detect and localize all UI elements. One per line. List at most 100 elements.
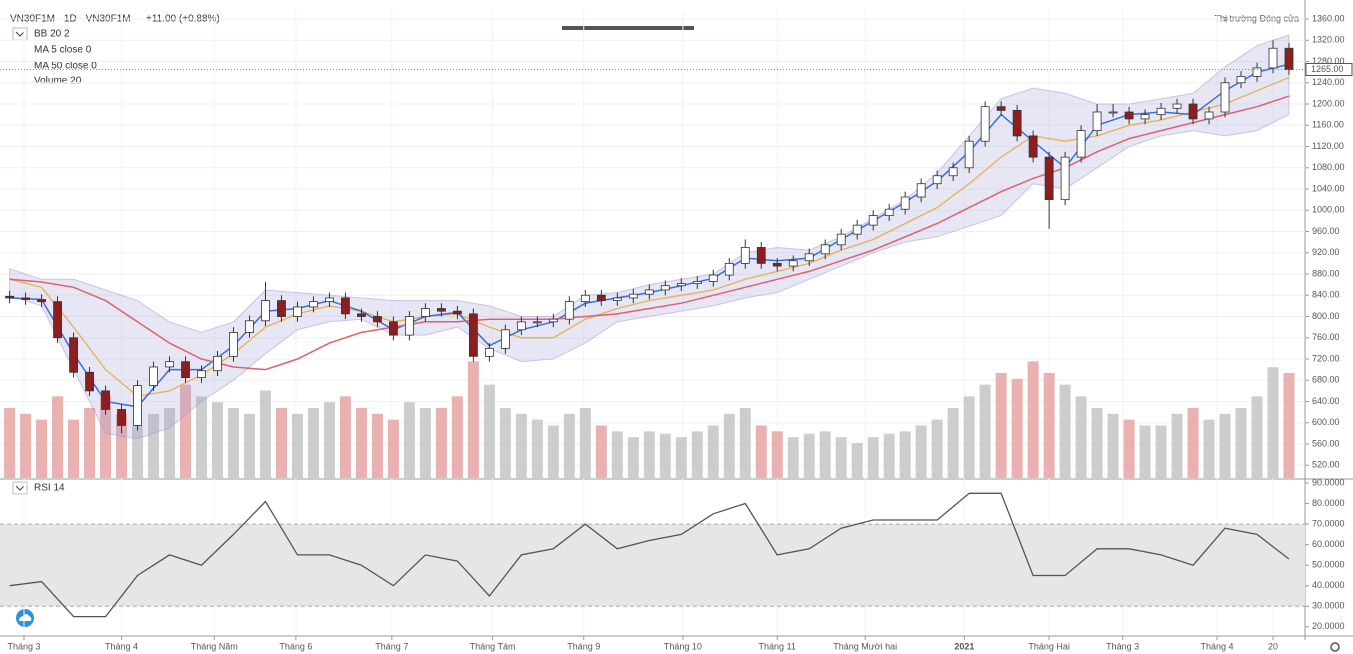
x-tick-label: Tháng 6	[279, 641, 312, 651]
y-tick-label: 1160.00	[1312, 120, 1344, 130]
candle-body	[261, 300, 270, 322]
collapse-toggle[interactable]	[12, 27, 28, 41]
market-status: Thị trường Đóng cửa	[1215, 13, 1300, 23]
y-tick-label: 560.00	[1312, 438, 1340, 448]
volume-bar	[1075, 396, 1087, 478]
rsi-tick-label: 70.0000	[1312, 518, 1345, 528]
x-tick-label: 20	[1268, 641, 1278, 651]
volume-bar	[1011, 378, 1023, 478]
legend-rsi: RSI 14	[34, 483, 65, 494]
candle-body	[117, 409, 126, 426]
volume-bar	[68, 419, 80, 478]
volume-bar	[435, 408, 447, 478]
volume-bar	[675, 437, 687, 478]
volume-bar	[931, 419, 943, 478]
candle-body	[452, 310, 462, 315]
volume-bar	[339, 396, 351, 478]
legend-ma5: MA 5 close 0	[34, 45, 92, 56]
candle-body	[1092, 111, 1102, 131]
volume-bar	[1203, 419, 1215, 478]
last-price-label: 1265.00	[1311, 64, 1344, 74]
volume-bar	[84, 408, 96, 478]
candle-body	[405, 316, 414, 336]
candle-body	[964, 140, 974, 169]
volume-bar	[579, 408, 591, 478]
volume-bar	[1187, 408, 1199, 478]
candle-body	[53, 301, 62, 339]
volume-bar	[148, 413, 160, 478]
x-tick-label: Tháng 4	[105, 641, 138, 651]
volume-bar	[691, 431, 703, 478]
candle-body	[948, 167, 958, 177]
candle-body	[900, 196, 910, 210]
drag-handle[interactable]	[562, 26, 694, 30]
volume-bar	[803, 433, 815, 478]
candle-body	[724, 262, 734, 276]
candle-body	[165, 361, 174, 368]
candle-body	[309, 301, 318, 308]
volume-bar	[595, 425, 607, 478]
candle-body	[1236, 76, 1246, 84]
chevron	[15, 31, 25, 37]
volume-bar	[307, 408, 319, 478]
y-tick-label: 800.00	[1312, 311, 1340, 321]
volume-bar	[132, 425, 144, 478]
candle-body	[1140, 114, 1150, 120]
candle-body	[1076, 130, 1086, 158]
candle-body	[341, 297, 350, 315]
y-tick-label: 680.00	[1312, 375, 1340, 385]
volume-bar	[659, 433, 671, 478]
last-price-box	[1305, 62, 1353, 76]
candle-body	[149, 366, 158, 386]
x-tick-label: Tháng 3	[1106, 641, 1139, 651]
volume-bar	[259, 390, 271, 478]
volume-bar	[883, 433, 895, 478]
candle-body	[277, 300, 286, 317]
volume-bar	[1043, 373, 1055, 478]
candle-body	[1156, 107, 1166, 116]
candle-body	[564, 301, 574, 320]
volume-bar	[851, 443, 863, 478]
rsi-tick-label: 50.0000	[1312, 560, 1345, 570]
candle-body	[1124, 111, 1134, 120]
candle-body	[628, 293, 638, 299]
chevron	[15, 485, 25, 491]
candle-body	[181, 361, 190, 379]
candle-body	[660, 285, 670, 291]
x-tick-label: Tháng 3	[7, 641, 40, 651]
candle-body	[229, 332, 238, 357]
volume-bar	[1267, 367, 1279, 478]
volume-bar	[755, 425, 767, 478]
volume-bar	[771, 431, 783, 478]
volume-bar	[1059, 384, 1071, 478]
x-tick-label: Tháng Tám	[470, 641, 516, 651]
candle-body	[772, 262, 782, 267]
volume-bar	[739, 408, 751, 478]
candle-body	[1188, 103, 1198, 120]
ma-line	[9, 95, 1290, 371]
settings-icon[interactable]	[1330, 642, 1340, 652]
candle-body	[708, 274, 718, 282]
y-tick-label: 760.00	[1312, 332, 1340, 342]
candle-body	[197, 370, 206, 379]
volume-bar	[243, 413, 255, 478]
rsi-tick-label: 40.0000	[1312, 580, 1345, 590]
volume-bar	[1123, 419, 1135, 478]
collapse-toggle[interactable]	[12, 481, 28, 495]
candle-body	[996, 106, 1006, 111]
candle-body	[756, 247, 766, 264]
candle-body	[21, 297, 30, 300]
volume-bar	[1171, 413, 1183, 478]
candle-body	[1012, 109, 1022, 137]
volume-bar	[20, 413, 32, 478]
candle-body	[612, 297, 622, 301]
y-tick-label: 1360.00	[1312, 13, 1345, 23]
y-tick-label: 880.00	[1312, 268, 1340, 278]
candle-body	[421, 308, 430, 317]
y-tick-label: 1320.00	[1312, 35, 1345, 45]
candle-body	[468, 313, 478, 357]
rsi-tick-label: 30.0000	[1312, 601, 1345, 611]
y-tick-label: 1000.00	[1312, 205, 1345, 215]
volume-bar	[1027, 361, 1039, 478]
candle-body	[1284, 47, 1294, 70]
